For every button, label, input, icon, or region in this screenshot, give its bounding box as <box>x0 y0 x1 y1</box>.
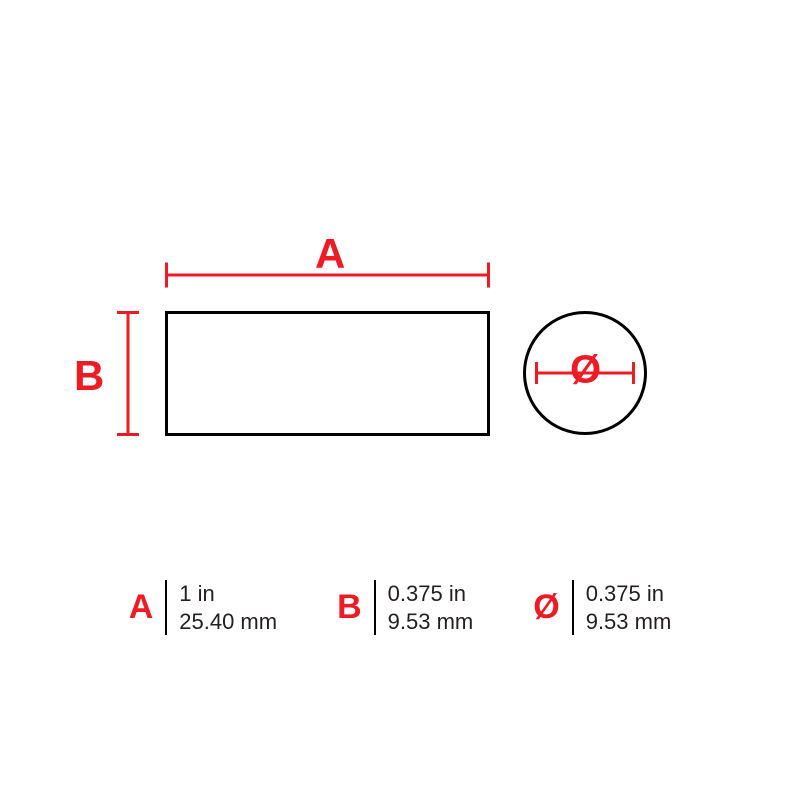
legend-separator <box>572 580 574 635</box>
legend-values-diameter: 0.375 in 9.53 mm <box>586 580 672 635</box>
legend-item-a: A 1 in 25.40 mm <box>129 580 277 635</box>
legend-key-diameter: Ø <box>533 588 559 627</box>
part-side-rect <box>165 311 490 436</box>
legend-b-mm: 9.53 mm <box>388 608 474 636</box>
diagram-canvas: A B Ø A 1 in 25.40 mm B 0.375 in 9.53 mm <box>0 0 800 800</box>
legend-key-a: A <box>129 588 154 627</box>
legend-a-mm: 25.40 mm <box>179 608 277 636</box>
legend-item-diameter: Ø 0.375 in 9.53 mm <box>533 580 671 635</box>
legend-separator <box>165 580 167 635</box>
dimension-b-label: B <box>74 352 104 400</box>
dimension-legend: A 1 in 25.40 mm B 0.375 in 9.53 mm Ø 0.3… <box>0 580 800 635</box>
legend-d-inches: 0.375 in <box>586 580 672 608</box>
legend-separator <box>374 580 376 635</box>
legend-a-inches: 1 in <box>179 580 277 608</box>
legend-d-mm: 9.53 mm <box>586 608 672 636</box>
dimension-a-label: A <box>315 230 345 278</box>
legend-values-b: 0.375 in 9.53 mm <box>388 580 474 635</box>
legend-values-a: 1 in 25.40 mm <box>179 580 277 635</box>
legend-b-inches: 0.375 in <box>388 580 474 608</box>
legend-item-b: B 0.375 in 9.53 mm <box>337 580 473 635</box>
legend-key-b: B <box>337 588 362 627</box>
dimension-diameter-label: Ø <box>570 348 601 393</box>
